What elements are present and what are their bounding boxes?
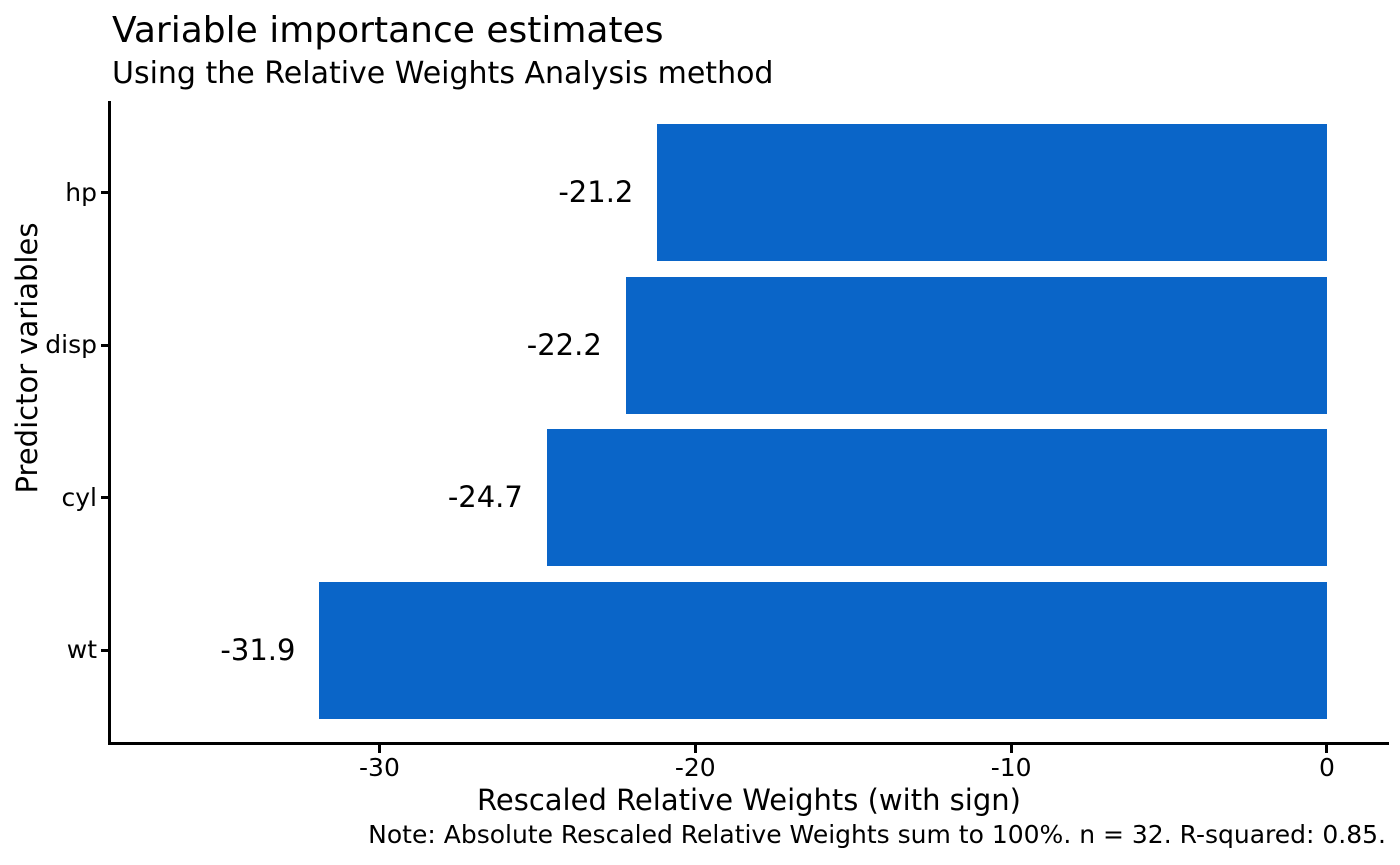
x-axis-title: Rescaled Relative Weights (with sign) bbox=[477, 783, 1021, 817]
caption: Note: Absolute Rescaled Relative Weights… bbox=[368, 820, 1386, 849]
bar-wt bbox=[319, 581, 1327, 720]
x-tick bbox=[1325, 745, 1329, 753]
y-tick-label: wt bbox=[66, 635, 97, 665]
x-tick-label: -20 bbox=[674, 753, 716, 782]
bar-cyl bbox=[546, 429, 1327, 567]
y-tick-label: cyl bbox=[61, 482, 98, 512]
y-tick bbox=[101, 191, 109, 195]
y-tick-label: hp bbox=[65, 177, 97, 207]
y-axis-line bbox=[108, 101, 111, 745]
bar-hp bbox=[657, 123, 1327, 262]
x-tick-label: 0 bbox=[1319, 753, 1335, 782]
bar-value-label: -24.7 bbox=[447, 480, 523, 515]
x-tick bbox=[377, 745, 381, 753]
bar-value-label: -31.9 bbox=[220, 632, 296, 667]
bar-value-label: -21.2 bbox=[558, 174, 634, 209]
x-tick-label: -10 bbox=[990, 753, 1032, 782]
bar-value-label: -22.2 bbox=[526, 327, 602, 362]
chart-title: Variable importance estimates bbox=[112, 10, 664, 51]
y-tick-label: disp bbox=[45, 330, 97, 360]
y-tick bbox=[101, 648, 109, 652]
x-axis-line bbox=[108, 742, 1389, 745]
y-tick bbox=[101, 496, 109, 500]
bar-disp bbox=[625, 276, 1327, 414]
x-tick-label: -30 bbox=[359, 753, 400, 782]
x-tick bbox=[1009, 745, 1013, 753]
y-tick bbox=[101, 343, 109, 347]
chart-subtitle: Using the Relative Weights Analysis meth… bbox=[112, 56, 774, 91]
x-tick bbox=[693, 745, 697, 753]
